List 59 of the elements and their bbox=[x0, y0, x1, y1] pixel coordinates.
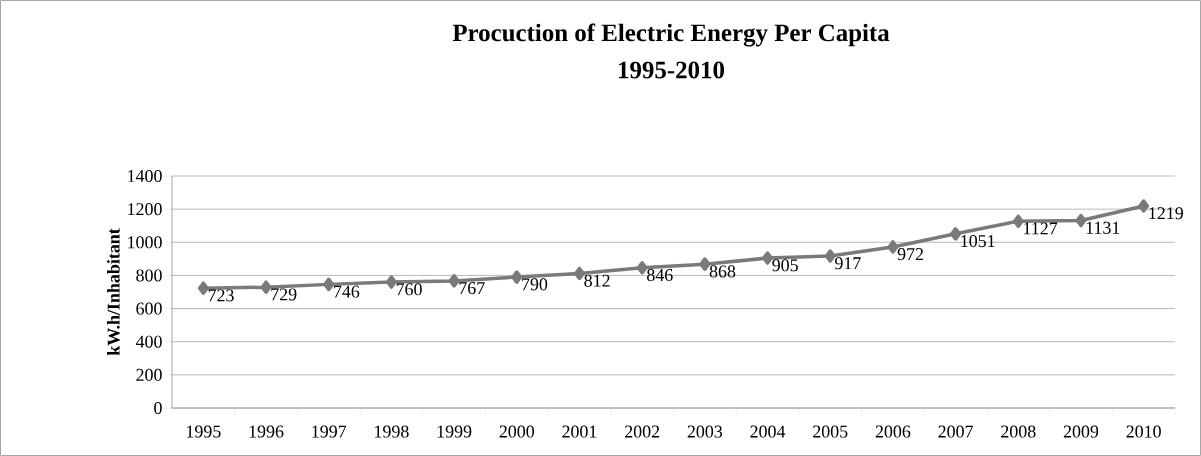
point bbox=[636, 261, 648, 275]
x-tick-label: 2006 bbox=[875, 425, 911, 438]
chart-title: Procuction of Electric Energy Per Capita bbox=[452, 23, 890, 47]
data-label: 760 bbox=[396, 283, 422, 296]
x-tick-label: 2001 bbox=[562, 425, 597, 438]
point bbox=[573, 266, 585, 281]
x-tick-label: 2003 bbox=[687, 425, 723, 438]
x-tick-label: 2009 bbox=[1063, 425, 1099, 438]
point bbox=[887, 240, 899, 254]
y-tick-label: 1200 bbox=[128, 203, 162, 216]
x-tick-label: 2002 bbox=[625, 425, 660, 438]
point bbox=[1075, 213, 1087, 228]
y-tick-label: 0 bbox=[154, 401, 162, 415]
y-tick-label: 400 bbox=[135, 335, 162, 348]
point bbox=[950, 227, 962, 241]
data-label: 846 bbox=[647, 269, 673, 282]
point bbox=[323, 277, 335, 292]
x-tick-label: 2007 bbox=[938, 425, 974, 438]
x-tick-label: 1999 bbox=[437, 425, 472, 438]
data-label: 812 bbox=[584, 274, 610, 287]
data-label: 790 bbox=[522, 278, 548, 291]
y-tick-label: 200 bbox=[136, 368, 162, 381]
point bbox=[448, 274, 460, 288]
x-tick-label: 2000 bbox=[499, 425, 535, 438]
y-tick-label: 1400 bbox=[128, 169, 162, 183]
x-tick-label: 1995 bbox=[186, 425, 221, 438]
point bbox=[1012, 214, 1024, 228]
x-tick-label: 1996 bbox=[249, 425, 284, 438]
y-tick-label: 1000 bbox=[128, 236, 162, 249]
y-axis-title: kW.h/Inhabitant bbox=[107, 228, 120, 356]
x-tick-label: 2008 bbox=[1001, 425, 1036, 438]
data-label: 1131 bbox=[1086, 221, 1120, 234]
data-label: 917 bbox=[834, 257, 861, 270]
data-label: 723 bbox=[208, 289, 234, 302]
x-tick-label: 2010 bbox=[1126, 425, 1161, 438]
data-label: 1219 bbox=[1149, 207, 1183, 220]
x-tick-label: 1997 bbox=[312, 425, 347, 438]
data-label: 905 bbox=[772, 259, 798, 272]
point bbox=[699, 257, 711, 271]
data-label: 868 bbox=[709, 265, 736, 278]
data-label: 972 bbox=[897, 248, 924, 261]
x-tick-label: 1998 bbox=[375, 425, 409, 438]
data-label: 767 bbox=[459, 282, 485, 295]
point bbox=[1138, 199, 1150, 213]
point bbox=[260, 280, 272, 294]
point bbox=[511, 270, 523, 284]
y-tick-label: 800 bbox=[136, 269, 162, 282]
point bbox=[385, 275, 397, 289]
chart-subtitle: 1995-2010 bbox=[619, 61, 725, 79]
point bbox=[824, 249, 836, 263]
point bbox=[197, 281, 209, 295]
y-tick-label: 600 bbox=[136, 302, 162, 315]
data-label: 1127 bbox=[1024, 222, 1058, 235]
x-tick-label: 2004 bbox=[750, 425, 786, 438]
data-label: 746 bbox=[334, 285, 360, 298]
x-tick-label: 2005 bbox=[813, 425, 848, 438]
data-label: 1051 bbox=[961, 235, 995, 248]
point bbox=[762, 251, 774, 265]
data-label: 729 bbox=[271, 288, 297, 301]
